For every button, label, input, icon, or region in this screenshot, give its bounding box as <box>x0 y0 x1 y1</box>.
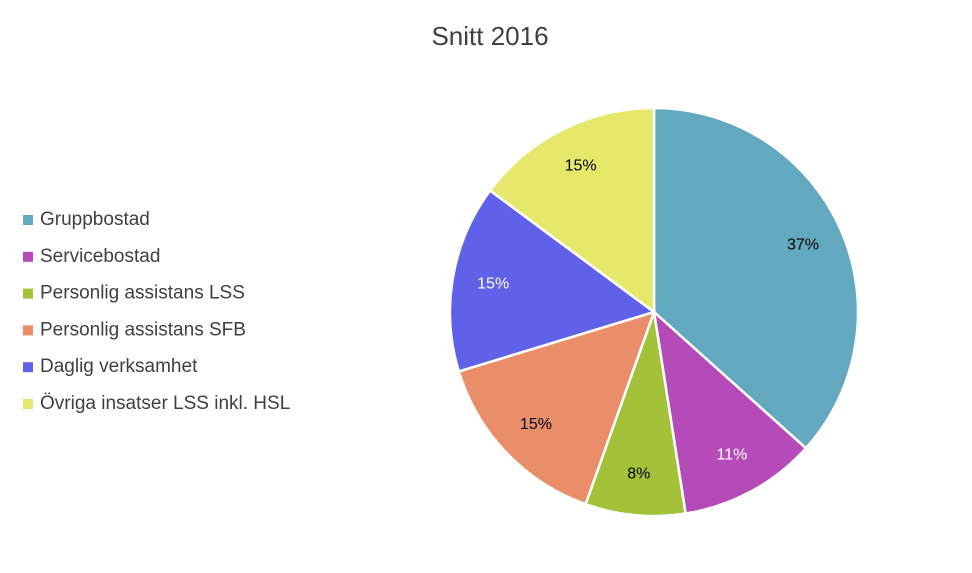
legend-label: Övriga insatser LSS inkl. HSL <box>40 393 290 414</box>
legend-label: Daglig verksamhet <box>40 356 198 377</box>
legend-marker <box>23 251 33 262</box>
data-label: 37% <box>787 237 819 254</box>
legend-label: Personlig assistans LSS <box>40 283 245 304</box>
legend-marker <box>23 399 33 409</box>
pie-slice <box>652 106 860 450</box>
pie-slice <box>488 106 656 315</box>
data-label: 15% <box>477 275 509 292</box>
pie-slice <box>583 311 688 518</box>
legend-label: Gruppbostad <box>40 209 150 230</box>
legend-marker <box>23 325 33 336</box>
chart-title: Snitt 2016 <box>431 21 548 51</box>
legend-marker <box>23 362 33 373</box>
data-label: 8% <box>627 466 650 483</box>
pie-slice <box>652 308 808 515</box>
pie-slice <box>457 310 657 506</box>
data-label: 15% <box>565 157 597 174</box>
data-label: 11% <box>716 447 747 464</box>
pie-slice <box>448 188 657 373</box>
legend-label: Servicebostad <box>40 246 160 267</box>
legend-marker <box>23 288 33 299</box>
legend-marker <box>23 215 33 225</box>
data-label: 15% <box>520 416 552 433</box>
legend-label: Personlig assistans SFB <box>40 319 246 340</box>
